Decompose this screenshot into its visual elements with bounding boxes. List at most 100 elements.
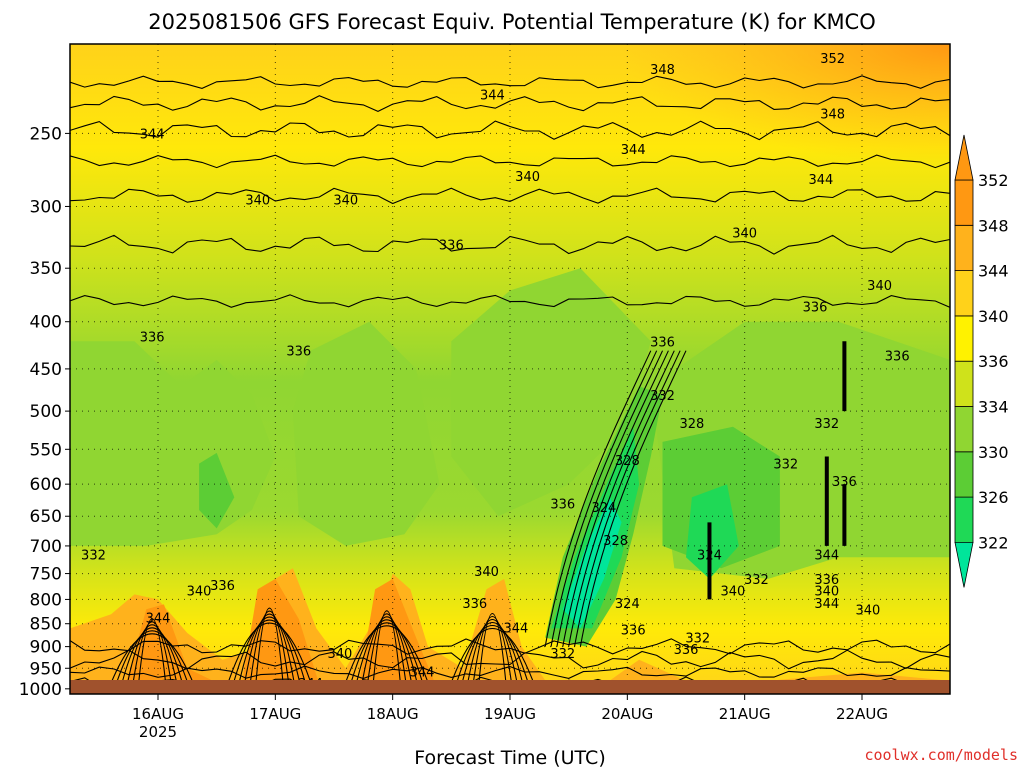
y-tick-label: 550 xyxy=(30,440,62,460)
contour-label: 328 xyxy=(679,417,704,432)
contour-line xyxy=(70,649,950,670)
contour-label: 336 xyxy=(814,573,839,588)
y-tick-label: 750 xyxy=(30,565,62,585)
contour-label: 336 xyxy=(803,300,828,315)
contour-line xyxy=(248,610,290,689)
colorbar-segment xyxy=(954,179,974,226)
contour-label: 332 xyxy=(685,632,710,647)
y-tick-label: 250 xyxy=(30,124,62,144)
colorbar-segment xyxy=(954,451,974,498)
contour-label: 332 xyxy=(814,417,839,432)
contour-line xyxy=(70,95,950,113)
contour-line xyxy=(573,350,681,647)
y-tick-label: 450 xyxy=(30,360,62,380)
contour-label: 344 xyxy=(814,597,839,612)
colorbar-segment xyxy=(954,406,974,453)
contour-line xyxy=(477,613,508,689)
contour-label: 340 xyxy=(245,194,270,209)
contour-line xyxy=(70,665,950,680)
contour-label: 336 xyxy=(140,330,165,345)
x-tick-label: 19AUG xyxy=(484,705,536,723)
contour-line xyxy=(70,187,950,205)
contour-label: 328 xyxy=(603,534,628,549)
contour-label: 344 xyxy=(480,89,505,104)
dry-intrusion-core xyxy=(562,497,622,629)
contour-label: 340 xyxy=(814,584,839,599)
y-tick-label: 300 xyxy=(30,197,62,217)
y-tick-label: 650 xyxy=(30,507,62,527)
y-tick-label: 350 xyxy=(30,259,62,279)
contour-label: 340 xyxy=(855,603,880,618)
contour-label: 340 xyxy=(327,647,352,662)
y-tick-label: 950 xyxy=(30,659,62,679)
y-tick-label: 600 xyxy=(30,475,62,495)
contour-line xyxy=(237,616,302,689)
contour-line xyxy=(568,350,675,647)
contour-line xyxy=(70,638,950,655)
contour-label: 340 xyxy=(721,584,746,599)
y-tick-label: 900 xyxy=(30,638,62,658)
contour-line xyxy=(550,350,658,647)
contour-label: 336 xyxy=(885,349,910,364)
y-tick-label: 800 xyxy=(30,590,62,610)
contour-label: 332 xyxy=(81,548,106,563)
contour-line xyxy=(348,622,425,689)
moist-core-16aug xyxy=(199,452,235,529)
contour-label: 332 xyxy=(650,389,675,404)
contour-label: 340 xyxy=(187,584,212,599)
contour-label: 340 xyxy=(474,565,499,580)
contour-label: 324 xyxy=(591,501,616,516)
contour-label: 348 xyxy=(820,108,845,123)
contour-line xyxy=(114,630,191,689)
contour-label: 348 xyxy=(650,63,675,78)
x-axis-title: Forecast Time (UTC) xyxy=(414,747,605,768)
contour-line xyxy=(354,619,420,689)
contour-label: 340 xyxy=(515,170,540,185)
contour-label: 344 xyxy=(621,143,646,158)
contour-line xyxy=(460,622,525,689)
contour-line xyxy=(125,624,179,689)
contour-line xyxy=(562,350,669,647)
contour-line xyxy=(454,625,531,689)
contour-line xyxy=(254,607,285,689)
contour-line xyxy=(556,350,664,647)
colorbar-segment xyxy=(954,270,974,317)
contour-line xyxy=(360,616,414,689)
colorbar-label: 322 xyxy=(978,533,1009,552)
colorbar-segment xyxy=(954,360,974,407)
y-tick-label: 700 xyxy=(30,537,62,557)
moist-region-19aug xyxy=(451,268,651,517)
colorbar-segment xyxy=(954,224,974,272)
contour-label: 328 xyxy=(615,454,640,469)
contour-label: 336 xyxy=(832,475,857,490)
colorbar: 322 326 330 334 336 340 344 348 352 xyxy=(954,134,1009,588)
terrain-bar xyxy=(70,680,950,694)
contour-line xyxy=(225,622,314,689)
contour-label: 324 xyxy=(615,597,640,612)
x-tick-label: 17AUG xyxy=(249,705,301,723)
contour-label: 336 xyxy=(210,579,235,594)
contour-line xyxy=(471,616,513,689)
x-tick-label: 21AUG xyxy=(719,705,771,723)
colorbar-label: 334 xyxy=(978,398,1009,417)
contour-label: 332 xyxy=(773,458,798,473)
contour-label: 332 xyxy=(744,573,769,588)
contour-label: 340 xyxy=(732,226,757,241)
contour-label: 340 xyxy=(867,279,892,294)
x-tick-label: 16AUG xyxy=(132,705,184,723)
y-tick-label: 1000 xyxy=(19,680,62,700)
contour-label: 336 xyxy=(621,623,646,638)
contour-label: 344 xyxy=(410,666,435,681)
contour-label: 336 xyxy=(462,597,487,612)
colorbar-label: 330 xyxy=(978,443,1009,462)
contour-line xyxy=(70,234,950,255)
contour-line xyxy=(70,75,950,89)
y-tick-label: 500 xyxy=(30,402,62,422)
moist-core-20aug xyxy=(686,484,739,579)
contour-line xyxy=(119,627,185,689)
contour-line xyxy=(108,633,197,690)
contour-label: 332 xyxy=(550,647,575,662)
contour-label: 336 xyxy=(674,643,699,658)
